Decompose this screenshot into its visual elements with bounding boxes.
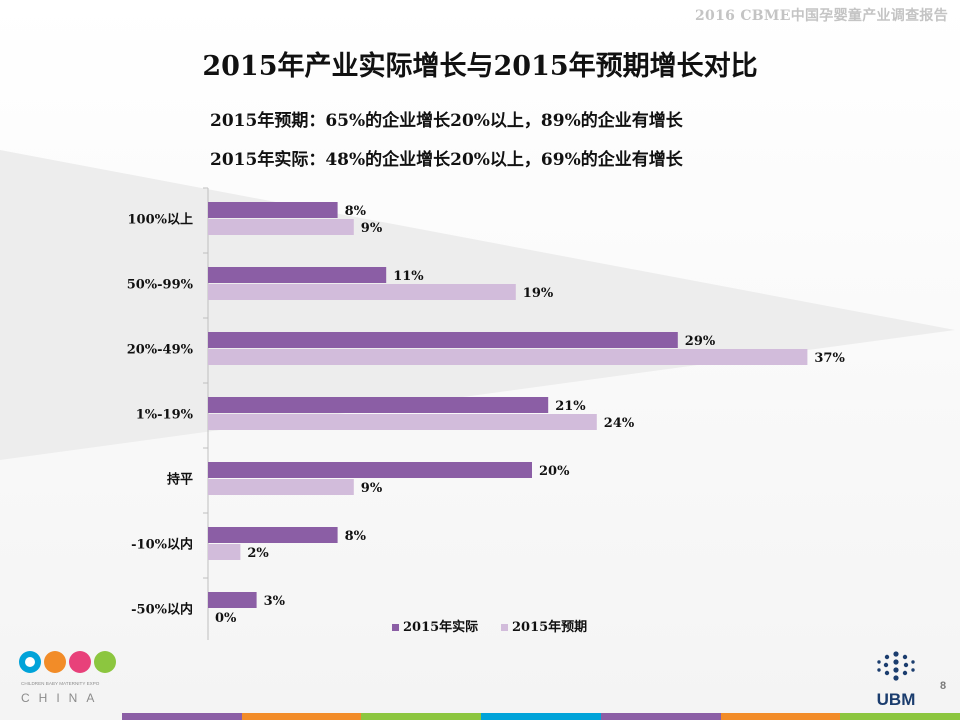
bar-actual — [208, 397, 549, 413]
bar-actual — [208, 462, 532, 478]
ubm-dots-icon — [877, 651, 915, 681]
data-label: 8% — [345, 529, 367, 544]
category-label: -10%以内 — [131, 537, 193, 553]
legend-label: 2015年实际 — [403, 619, 478, 635]
bar-expected — [208, 544, 241, 560]
data-label: 3% — [264, 594, 286, 609]
data-label: 21% — [555, 399, 586, 414]
category-label: 50%-99% — [127, 278, 194, 293]
ubm-wordmark: UBM — [877, 690, 916, 709]
bar-expected — [208, 349, 808, 365]
footer-color-segment — [241, 713, 362, 720]
data-label: 37% — [814, 351, 845, 366]
data-label: 20% — [539, 464, 570, 479]
bar-actual — [208, 332, 678, 348]
bar-expected — [208, 219, 354, 235]
data-label: 11% — [393, 269, 424, 284]
ubm-logo: UBM — [877, 651, 916, 709]
bar-expected — [208, 414, 597, 430]
data-label: 8% — [345, 204, 367, 219]
data-label: 9% — [361, 481, 383, 496]
bar-expected — [208, 284, 516, 300]
data-label: 0% — [215, 611, 237, 626]
category-label: -50%以内 — [131, 602, 193, 618]
footer-color-segment — [720, 713, 841, 720]
bar-actual — [208, 267, 387, 283]
data-label: 24% — [604, 416, 635, 431]
data-label: 29% — [685, 334, 716, 349]
bar-expected — [208, 479, 354, 495]
data-label: 19% — [523, 286, 554, 301]
cbme-tagline: CHILDREN BABY MATERNITY EXPO — [21, 681, 100, 686]
cbme-logo: CHILDREN BABY MATERNITY EXPO CHINA — [19, 651, 116, 705]
category-label: 持平 — [167, 472, 193, 488]
report-header: 2016 CBME中国孕婴童产业调查报告 — [695, 8, 948, 24]
category-label: 100%以上 — [128, 213, 194, 228]
legend-swatch — [392, 624, 399, 631]
footer-color-segment — [600, 713, 721, 720]
legend-swatch — [501, 624, 508, 631]
bar-actual — [208, 202, 338, 218]
cbme-country: CHINA — [21, 691, 103, 705]
footer-color-segment — [122, 713, 242, 720]
data-label: 9% — [361, 221, 383, 236]
footer-color-segment — [840, 713, 960, 720]
category-label: 1%-19% — [136, 408, 194, 423]
category-label: 20%-49% — [127, 343, 194, 358]
legend-label: 2015年预期 — [512, 619, 587, 635]
data-label: 2% — [247, 546, 269, 561]
footer-color-segment — [481, 713, 601, 720]
subtitle-expected: 2015年预期：65%的企业增长20%以上，89%的企业有增长 — [210, 111, 683, 131]
bar-actual — [208, 592, 257, 608]
page-number: 8 — [940, 680, 947, 692]
slide-title: 2015年产业实际增长与2015年预期增长对比 — [202, 51, 758, 82]
bar-actual — [208, 527, 338, 543]
footer-color-segment — [361, 713, 482, 720]
footer-color-strip — [122, 713, 960, 720]
subtitle-actual: 2015年实际：48%的企业增长20%以上，69%的企业有增长 — [210, 150, 683, 170]
